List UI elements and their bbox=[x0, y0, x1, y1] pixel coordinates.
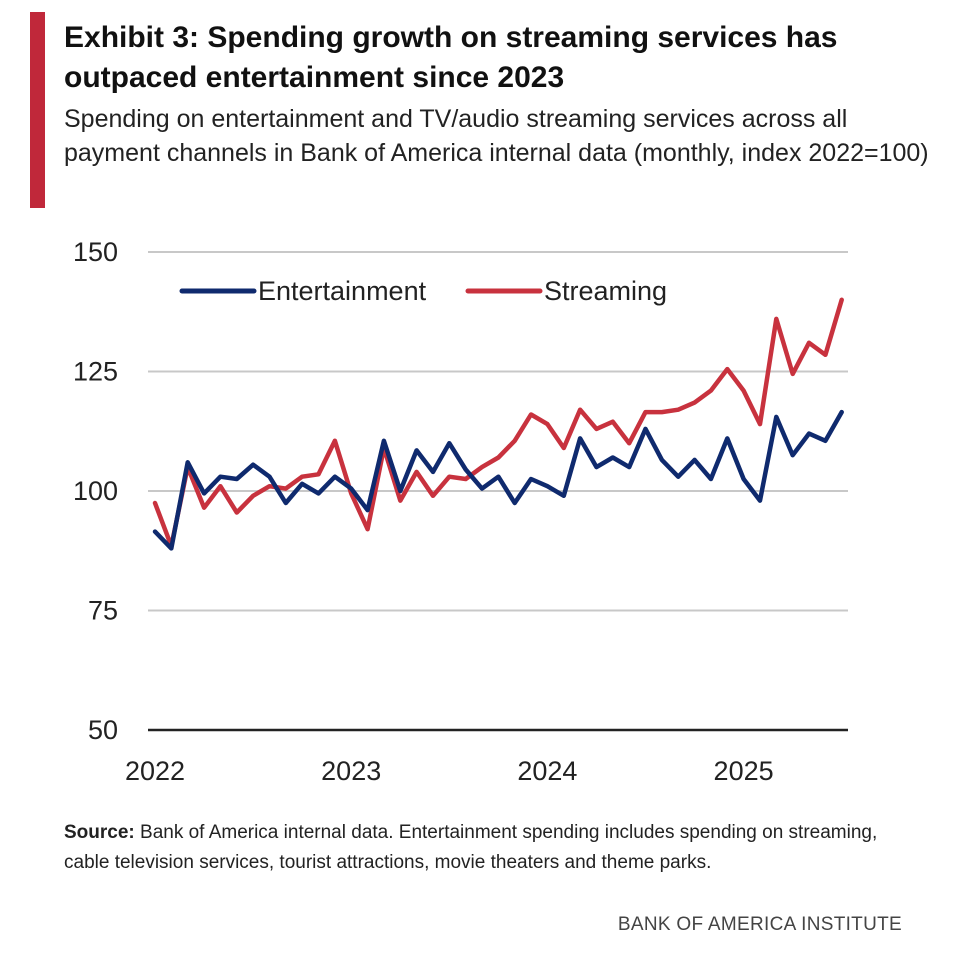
source-label: Source: bbox=[64, 822, 135, 843]
series-line-streaming bbox=[152, 297, 844, 549]
x-tick-label: 2022 bbox=[125, 756, 185, 786]
x-tick-label: 2025 bbox=[714, 756, 774, 786]
legend: Entertainment Streaming bbox=[179, 276, 667, 306]
source-text: Bank of America internal data. Entertain… bbox=[64, 822, 878, 873]
y-tick-label: 75 bbox=[88, 596, 118, 626]
legend-label-entertainment: Entertainment bbox=[258, 276, 427, 306]
y-tick-label: 150 bbox=[73, 237, 118, 267]
line-chart: 50 75 100 125 150 2022 2023 2024 2025 Entertain… bbox=[73, 237, 848, 786]
y-tick-label: 100 bbox=[73, 476, 118, 506]
series-lines bbox=[152, 297, 844, 551]
chart-subtitle: Spending on entertainment and TV/audio s… bbox=[64, 105, 929, 167]
brand-name: BANK OF AMERICA INSTITUTE bbox=[617, 914, 902, 935]
y-tick-label: 50 bbox=[88, 715, 118, 745]
legend-label-streaming: Streaming bbox=[544, 276, 667, 306]
chart-title: Exhibit 3: Spending growth on streaming … bbox=[64, 21, 838, 94]
source-note: Source: Bank of America internal data. E… bbox=[64, 818, 924, 878]
y-axis-ticks: 50 75 100 125 150 bbox=[73, 237, 118, 745]
y-tick-label: 125 bbox=[73, 357, 118, 387]
series-line-entertainment bbox=[152, 409, 844, 551]
accent-bar bbox=[30, 12, 45, 208]
x-tick-label: 2024 bbox=[517, 756, 577, 786]
grid-lines bbox=[148, 251, 848, 732]
x-axis-ticks: 2022 2023 2024 2025 bbox=[125, 756, 774, 786]
x-tick-label: 2023 bbox=[321, 756, 381, 786]
